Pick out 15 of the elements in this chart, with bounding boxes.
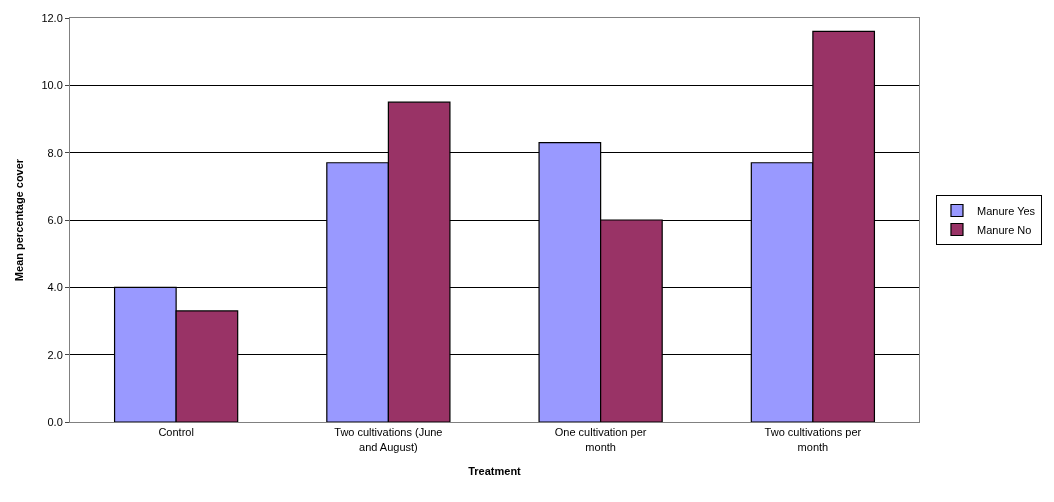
legend-label: Manure Yes [976,204,1036,217]
y-tick-label: 2.0 [47,348,63,361]
y-tick-label: 12.0 [41,11,63,24]
legend-label: Manure No [976,223,1032,236]
x-axis-title: Treatment [468,464,522,477]
y-tick-label: 8.0 [47,146,63,159]
x-tick-label: Control [158,426,194,439]
y-tick-label: 0.0 [47,415,63,428]
x-tick-label: Two cultivations per month [764,426,862,453]
y-axis-title: Mean percentage cover [13,158,26,282]
y-tick-label: 4.0 [47,281,63,294]
y-tick-label: 6.0 [47,213,63,226]
x-tick-label: One cultivation per month [554,426,647,453]
y-tick-label: 10.0 [41,79,63,92]
x-tick-label: Two cultivations (June and August) [334,426,443,453]
